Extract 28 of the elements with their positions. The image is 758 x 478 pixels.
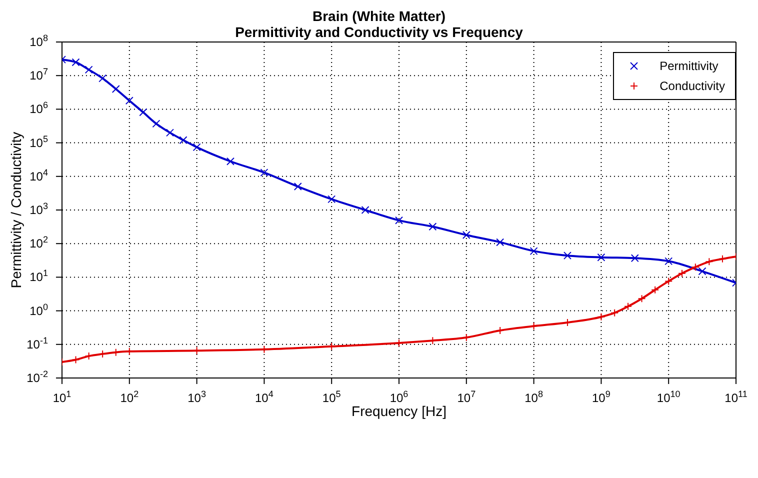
x-tick-label: 10$^{1}$ xyxy=(52,389,72,405)
legend-label: Permittivity xyxy=(660,59,718,73)
y-tick-label: 10$^{5}$ xyxy=(30,134,48,150)
y-axis-title: Permittivity / Conductivity xyxy=(8,132,24,288)
x-tick-label: 10$^{8}$ xyxy=(524,389,543,405)
x-tick-label: 10$^{11}$ xyxy=(724,389,748,405)
x-tick-label: 10$^{5}$ xyxy=(322,389,341,405)
y-tick-label: 10$^{8}$ xyxy=(30,33,48,49)
y-tick-label: 10$^{3}$ xyxy=(30,201,48,217)
legend-label: Conductivity xyxy=(660,79,725,93)
y-tick-label: 10$^{7}$ xyxy=(30,66,48,83)
y-tick-label: 10$^{-1}$ xyxy=(26,335,48,352)
chart-title: Brain (White Matter) xyxy=(312,8,446,24)
x-tick-label: 10$^{6}$ xyxy=(390,389,408,405)
x-axis-title: Frequency [Hz] xyxy=(352,403,446,419)
y-tick-label: 10$^{2}$ xyxy=(30,234,48,251)
y-tick-label: 10$^{-2}$ xyxy=(26,369,48,385)
x-tick-label: 10$^{3}$ xyxy=(188,389,206,405)
x-tick-label: 10$^{9}$ xyxy=(592,389,610,405)
chart-subtitle: Permittivity and Conductivity vs Frequency xyxy=(235,24,523,40)
x-tick-label: 10$^{2}$ xyxy=(120,389,139,405)
y-tick-label: 10$^{6}$ xyxy=(30,100,48,116)
x-tick-label: 10$^{10}$ xyxy=(656,389,680,405)
y-tick-label: 10$^{4}$ xyxy=(30,167,48,184)
x-tick-label: 10$^{7}$ xyxy=(457,389,476,405)
y-tick-label: 10$^{0}$ xyxy=(30,302,48,318)
y-tick-label: 10$^{1}$ xyxy=(30,268,48,284)
x-tick-label: 10$^{4}$ xyxy=(255,389,274,405)
